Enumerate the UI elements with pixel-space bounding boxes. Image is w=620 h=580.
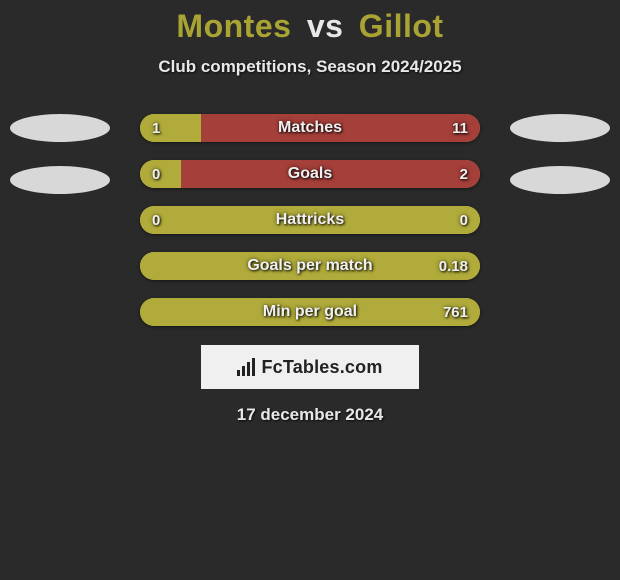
stat-right-value: 2 — [460, 160, 468, 188]
stat-row: Min per goal761 — [0, 289, 620, 335]
stat-label: Hattricks — [140, 206, 480, 234]
player1-badge-ellipse — [10, 114, 110, 142]
stat-row: Goals0 2 — [0, 151, 620, 197]
player1-badge-ellipse — [10, 166, 110, 194]
stat-rows: Matches111Goals02Hattricks00Goals per ma… — [0, 105, 620, 335]
comparison-widget: Montes vs Gillot Club competitions, Seas… — [0, 0, 620, 425]
stat-label: Goals per match — [140, 252, 480, 280]
footer-date: 17 december 2024 — [0, 405, 620, 425]
stat-right-value: 0 — [460, 206, 468, 234]
branding-box[interactable]: FcTables.com — [201, 345, 419, 389]
player1-name: Montes — [176, 8, 291, 44]
stat-bar: Hattricks0 0 — [140, 206, 480, 234]
player2-badge-ellipse — [510, 114, 610, 142]
player2-name: Gillot — [359, 8, 444, 44]
stat-right-value: 0.18 — [439, 252, 468, 280]
stat-row: Matches111 — [0, 105, 620, 151]
stat-label: Min per goal — [140, 298, 480, 326]
vs-text: vs — [307, 8, 344, 44]
stat-bar: Matches111 — [140, 114, 480, 142]
stat-row: Hattricks0 0 — [0, 197, 620, 243]
stat-bar: Goals0 2 — [140, 160, 480, 188]
stat-left-value: 1 — [152, 114, 160, 142]
stat-right-value: 11 — [452, 114, 468, 142]
subtitle: Club competitions, Season 2024/2025 — [0, 57, 620, 77]
stat-label: Goals — [140, 160, 480, 188]
stat-left-value: 0 — [152, 206, 160, 234]
stat-bar: Min per goal761 — [140, 298, 480, 326]
stat-label: Matches — [140, 114, 480, 142]
branding-text: FcTables.com — [261, 357, 382, 378]
title: Montes vs Gillot — [0, 8, 620, 45]
stat-right-value: 761 — [443, 298, 468, 326]
player2-badge-ellipse — [510, 166, 610, 194]
chart-icon — [237, 358, 255, 376]
stat-row: Goals per match0.18 — [0, 243, 620, 289]
stat-left-value: 0 — [152, 160, 160, 188]
stat-bar: Goals per match0.18 — [140, 252, 480, 280]
